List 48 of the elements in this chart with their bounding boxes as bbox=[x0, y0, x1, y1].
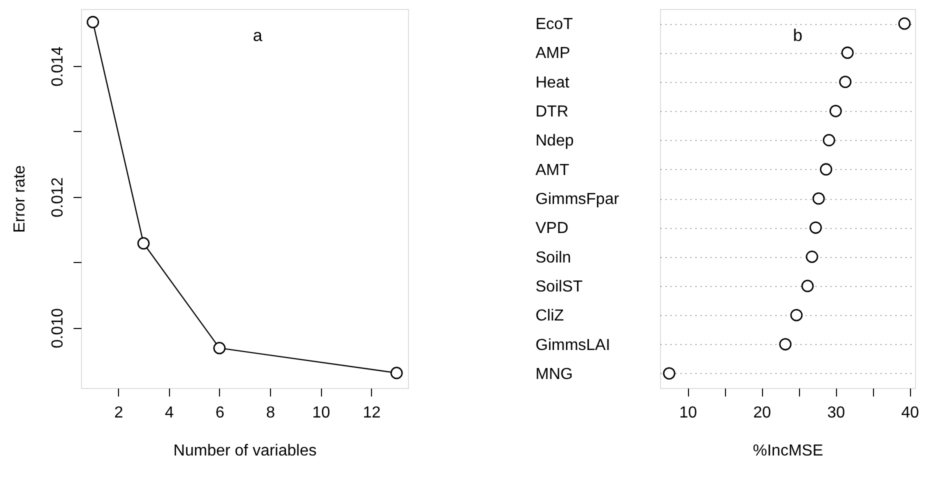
x-tick-label: 10 bbox=[679, 404, 698, 422]
x-tick-label: 6 bbox=[215, 404, 224, 422]
x-axis-title: %IncMSE bbox=[752, 442, 824, 460]
x-tick-label: 20 bbox=[753, 404, 772, 422]
y-axis-title: Error rate bbox=[12, 165, 28, 233]
y-tick-label: GimmsLAI bbox=[536, 336, 610, 354]
point bbox=[841, 46, 854, 59]
point bbox=[801, 280, 814, 292]
x-tick-label: 4 bbox=[164, 404, 174, 422]
y-tick-label: AMP bbox=[536, 45, 570, 62]
x-tick-label: 40 bbox=[901, 404, 920, 422]
point bbox=[86, 16, 100, 28]
x-tick-label: 30 bbox=[827, 404, 846, 422]
annotation: b bbox=[792, 26, 802, 45]
x-tick-label: 12 bbox=[362, 404, 381, 422]
point bbox=[790, 308, 803, 322]
point bbox=[822, 134, 836, 146]
y-tick-label: MNG bbox=[536, 366, 573, 383]
y-tick-label: EcoT bbox=[536, 16, 574, 34]
point bbox=[390, 366, 403, 380]
y-tick-label: 0.014 bbox=[50, 46, 66, 86]
point bbox=[137, 237, 150, 250]
y-tick-label: Soiln bbox=[536, 249, 572, 266]
point bbox=[213, 342, 226, 354]
point bbox=[810, 221, 822, 234]
y-tick-label: SoilST bbox=[536, 278, 583, 296]
point bbox=[806, 250, 818, 263]
x-tick-label: 2 bbox=[114, 404, 124, 422]
point bbox=[839, 76, 852, 88]
point bbox=[898, 17, 911, 30]
y-tick-label: Heat bbox=[536, 74, 570, 92]
x-tick-label: 10 bbox=[312, 404, 330, 422]
y-tick-label: DTR bbox=[536, 104, 568, 121]
point bbox=[663, 367, 676, 380]
y-tick-label: CliZ bbox=[536, 308, 564, 325]
y-tick-label: 0.012 bbox=[50, 177, 66, 218]
point bbox=[812, 192, 825, 205]
x-axis-title: Number of variables bbox=[173, 442, 317, 460]
x-tick-label: 8 bbox=[266, 404, 276, 422]
y-tick-label: AMT bbox=[536, 162, 570, 179]
y-tick-label: GimmsFpar bbox=[536, 191, 620, 208]
y-tick-label: VPD bbox=[536, 220, 568, 238]
point bbox=[779, 338, 792, 350]
point bbox=[820, 163, 832, 176]
y-tick-label: Ndep bbox=[536, 132, 574, 150]
annotation: a bbox=[252, 26, 263, 45]
y-tick-label: 0.010 bbox=[50, 308, 66, 348]
point bbox=[829, 104, 842, 118]
